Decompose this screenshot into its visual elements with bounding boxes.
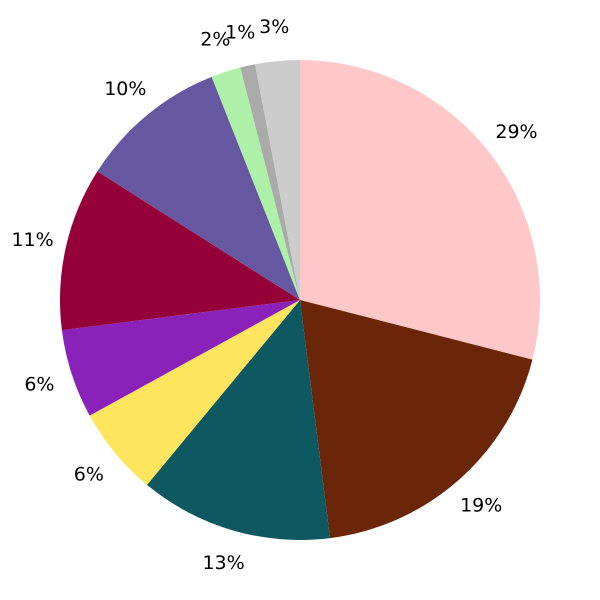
pie-slice xyxy=(89,300,300,485)
pie-slice xyxy=(97,76,300,301)
slice-label: 19% xyxy=(460,495,502,517)
pie-slice xyxy=(147,300,331,541)
pie-slice xyxy=(300,60,540,360)
slice-label: 13% xyxy=(202,552,244,574)
pie-slice xyxy=(300,300,533,539)
slice-label: 6% xyxy=(74,464,104,486)
pie-slice xyxy=(240,64,300,300)
slice-label: 10% xyxy=(104,78,146,100)
slice-label: 3% xyxy=(259,16,289,38)
slice-label: 29% xyxy=(495,121,537,143)
slice-label: 6% xyxy=(24,374,54,396)
slice-label: 11% xyxy=(11,229,53,251)
slice-label: 1% xyxy=(225,22,255,44)
pie-slice xyxy=(255,60,300,300)
pie-slice xyxy=(61,300,300,416)
slice-label: 2% xyxy=(200,28,230,50)
pie-slice xyxy=(60,171,300,331)
pie-slice xyxy=(211,67,300,300)
